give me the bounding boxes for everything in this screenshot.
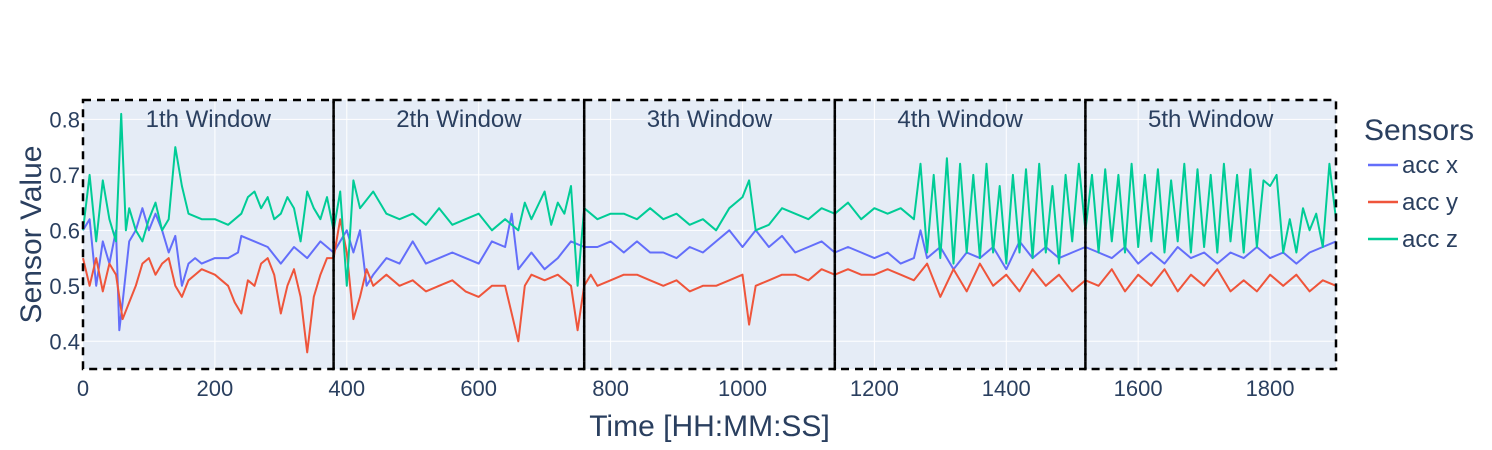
x-tick-label: 1000 (718, 376, 767, 401)
y-tick-label: 0.8 (49, 107, 80, 132)
window-rect-2 (332, 98, 586, 371)
y-axis-ticks: 0.4 0.5 0.6 0.7 0.8 (49, 107, 80, 354)
series-lines (82, 112, 1337, 354)
window-label-2: 2th Window (396, 106, 522, 133)
grid (83, 100, 1336, 369)
legend-item-label: acc y (1402, 189, 1458, 216)
x-axis-ticks: 0 200 400 600 800 1000 1200 1400 1600 1800 (77, 376, 1295, 401)
window-rect-1 (81, 98, 335, 371)
x-tick-label: 1800 (1246, 376, 1295, 401)
window-label-4: 4th Window (897, 106, 1023, 133)
window-rectangles: 1th Window 2th Window 3th Window 4th Window… (81, 98, 1338, 371)
window-rect-3 (582, 98, 837, 371)
legend-item-label: acc z (1402, 226, 1458, 253)
window-label-1: 1th Window (146, 106, 272, 133)
window-rect-4 (833, 98, 1087, 371)
x-axis-title: Time [HH:MM:SS] (589, 410, 830, 443)
series-line-acc-z (82, 112, 1337, 287)
window-label-3: 3th Window (647, 106, 773, 133)
series-line-acc-x (82, 207, 1337, 332)
series-line-acc-y (82, 218, 1337, 354)
y-tick-label: 0.7 (49, 163, 80, 188)
x-tick-label: 1400 (982, 376, 1031, 401)
y-tick-label: 0.4 (49, 329, 80, 354)
y-tick-label: 0.6 (49, 218, 80, 243)
x-tick-label: 1200 (850, 376, 899, 401)
x-tick-label: 1600 (1114, 376, 1163, 401)
legend: Sensors acc x acc y acc z (1364, 114, 1474, 253)
x-tick-label: 0 (77, 376, 89, 401)
legend-item-label: acc x (1402, 152, 1458, 179)
y-axis-title: Sensor Value (15, 146, 48, 324)
y-tick-label: 0.5 (49, 274, 80, 299)
window-label-5: 5th Window (1148, 106, 1274, 133)
legend-title: Sensors (1364, 114, 1474, 147)
plot-area (83, 100, 1336, 369)
window-rect-5 (1084, 98, 1338, 371)
x-tick-label: 800 (592, 376, 629, 401)
x-tick-label: 200 (197, 376, 234, 401)
x-tick-label: 600 (460, 376, 497, 401)
x-tick-label: 400 (328, 376, 365, 401)
